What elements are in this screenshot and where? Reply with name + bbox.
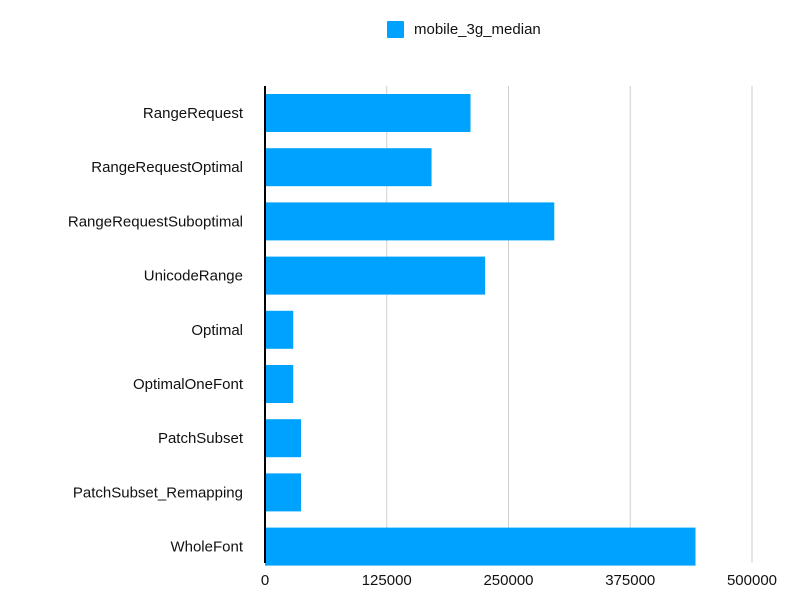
x-tick-label-0: 0 <box>261 572 269 589</box>
category-label-optimal: Optimal <box>191 322 243 339</box>
x-tick-label-500000: 500000 <box>727 572 777 589</box>
category-label-patchsubset: PatchSubset <box>158 430 244 447</box>
bar-rangerequestsuboptimal <box>265 202 555 241</box>
bar-patchsubset-remapping <box>265 473 302 512</box>
bar-rangerequestoptimal <box>265 148 432 187</box>
category-label-patchsubset-remapping: PatchSubset_Remapping <box>73 484 243 501</box>
legend: mobile_3g_median <box>387 18 541 40</box>
bar-wholefont <box>265 527 696 566</box>
bar-patchsubset <box>265 419 302 458</box>
bar-optimalonefont <box>265 365 294 403</box>
bar-optimal <box>265 310 294 349</box>
category-label-rangerequest: RangeRequest <box>143 105 244 122</box>
legend-swatch-mobile-3g-median <box>387 20 404 38</box>
category-label-unicoderange: UnicodeRange <box>144 268 243 285</box>
category-label-optimalonefont: OptimalOneFont <box>133 376 244 393</box>
bars <box>265 94 696 566</box>
bar-rangerequest <box>265 94 471 132</box>
x-tick-label-125000: 125000 <box>362 572 412 589</box>
legend-label-mobile-3g-median: mobile_3g_median <box>414 20 541 38</box>
bar-unicoderange <box>265 256 486 295</box>
gridlines <box>386 86 753 563</box>
category-label-rangerequestsuboptimal: RangeRequestSuboptimal <box>68 213 243 230</box>
x-tick-label-250000: 250000 <box>483 572 533 589</box>
x-tick-labels: 0 125000 250000 375000 500000 <box>261 572 777 589</box>
category-labels: RangeRequest RangeRequestOptimal RangeRequ… <box>68 105 244 556</box>
category-label-rangerequestoptimal: RangeRequestOptimal <box>91 159 243 176</box>
category-label-wholefont: WholeFont <box>170 539 243 556</box>
x-tick-label-375000: 375000 <box>605 572 655 589</box>
